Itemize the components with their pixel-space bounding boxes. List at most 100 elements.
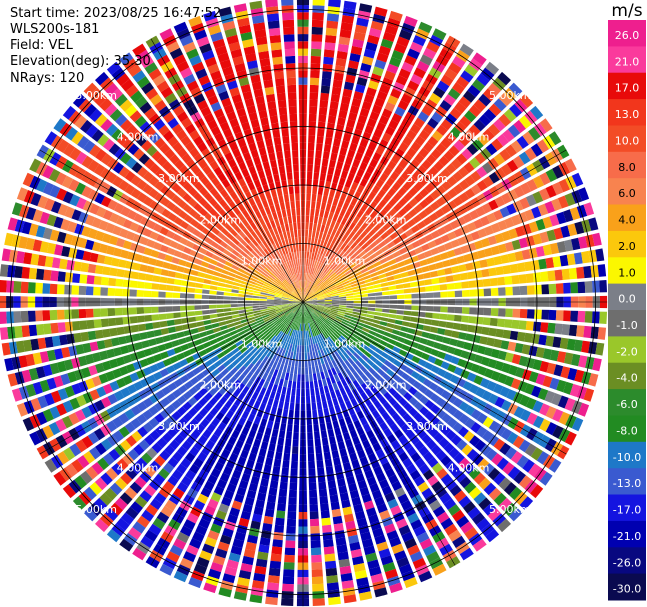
radar-gate [276, 510, 286, 519]
radar-gate [288, 303, 296, 305]
radar-gate [266, 304, 275, 307]
radar-gate [290, 283, 296, 290]
radar-gate [304, 236, 308, 245]
radar-gate [291, 388, 296, 396]
radar-gate [234, 350, 243, 358]
radar-gate [268, 274, 276, 280]
radar-gate [322, 151, 330, 160]
radar-gate [398, 68, 411, 80]
radar-gate [498, 497, 512, 511]
radar-gate [247, 332, 255, 339]
radar-gate [368, 344, 377, 351]
radar-gate [232, 55, 245, 66]
radar-gate [251, 172, 259, 182]
radar-gate [193, 192, 203, 202]
radar-gate [280, 283, 287, 289]
radar-gate [106, 61, 121, 75]
radar-gate [278, 248, 284, 257]
radar-gate [292, 314, 297, 322]
radar-gate [581, 340, 590, 354]
radar-gate [94, 113, 108, 127]
radar-gate [303, 300, 311, 302]
radar-gate [333, 457, 341, 466]
radar-gate [306, 308, 310, 315]
radar-gate [105, 370, 116, 382]
radar-gate [276, 275, 283, 282]
radar-gate [514, 491, 528, 506]
radar-gate [326, 328, 333, 335]
radar-gate [221, 179, 231, 189]
radar-gate [356, 517, 368, 527]
radar-gate [369, 376, 378, 385]
radar-gate [328, 314, 336, 320]
radar-gate [303, 302, 309, 307]
radar-gate [242, 385, 250, 395]
radar-gate [360, 391, 369, 401]
radar-gate [297, 374, 301, 382]
radar-gate [552, 425, 564, 439]
radar-gate [173, 318, 182, 325]
radar-gate [258, 217, 266, 226]
radar-gate [194, 181, 204, 191]
radar-gate [482, 176, 494, 188]
radar-gate [144, 529, 158, 542]
radar-gate [286, 277, 292, 284]
radar-gate [288, 358, 293, 366]
radar-gate [177, 188, 187, 198]
radar-gate [331, 295, 339, 298]
radar-gate [462, 213, 473, 223]
radar-gate [273, 280, 280, 286]
radar-gate [325, 241, 331, 250]
radar-gate [394, 278, 403, 285]
radar-gate [155, 168, 166, 179]
radar-gate [404, 294, 412, 299]
radar-gate [252, 295, 260, 299]
radar-gate [245, 308, 254, 313]
radar-gate [331, 302, 340, 305]
radar-gate [155, 336, 164, 345]
radar-gate [266, 374, 273, 383]
radar-gate [190, 376, 200, 386]
radar-gate [154, 401, 165, 412]
radar-gate [253, 88, 264, 98]
radar-gate [275, 291, 283, 295]
radar-gate [245, 255, 254, 262]
radar-gate [224, 223, 233, 232]
radar-gate [306, 417, 312, 426]
radar-gate [266, 302, 275, 305]
radar-gate [315, 245, 320, 254]
radar-gate [182, 401, 192, 411]
radar-gate [352, 288, 360, 293]
radar-gate [452, 509, 465, 522]
radar-gate [314, 438, 321, 447]
radar-gate [470, 409, 482, 420]
radar-gate [355, 236, 363, 244]
radar-gate [478, 114, 491, 127]
radar-gate [331, 297, 340, 300]
radar-gate [313, 252, 318, 261]
radar-gate [172, 306, 181, 312]
radar-gate [223, 128, 233, 139]
radar-gate [274, 451, 283, 460]
radar-gate [337, 287, 345, 292]
radar-gate [129, 307, 137, 315]
radar-gate [303, 302, 309, 307]
radar-gate [437, 327, 446, 335]
radar-gate [460, 521, 474, 534]
radar-gate [282, 136, 290, 144]
radar-gate [509, 263, 519, 274]
radar-gate [275, 292, 283, 296]
radar-gate [350, 316, 359, 321]
radar-gate [303, 287, 305, 295]
radar-gate [375, 304, 383, 308]
radar-gate [264, 427, 272, 436]
radar-gate [292, 292, 298, 298]
radar-gate [32, 239, 42, 252]
radar-gate [173, 54, 187, 66]
radar-gate [423, 47, 437, 60]
radar-gate [274, 524, 284, 533]
radar-gate [122, 288, 130, 297]
radar-gate [342, 462, 352, 471]
radar-gate [389, 364, 399, 372]
radar-gate [240, 510, 251, 520]
